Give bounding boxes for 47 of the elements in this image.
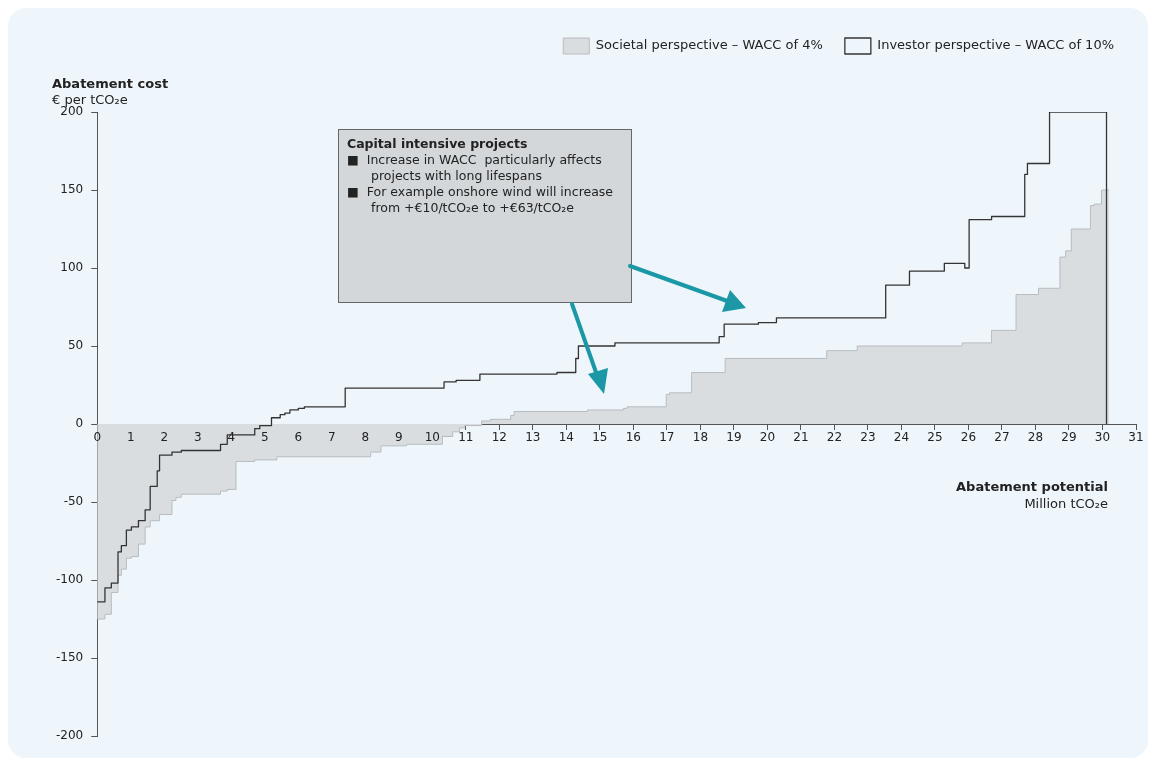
x-tick-label: 21 (793, 430, 809, 445)
x-tick-label: 14 (558, 430, 574, 445)
callout-box: Capital intensive projects ■ Increase in WACC particularly affects projects with long lifespans ■ For example onshore wind will increase from +€10/tCO₂e to +€63/tCO₂e (338, 129, 632, 303)
x-tick-label: 7 (327, 430, 336, 445)
legend-label: Investor perspective – WACC of 10% (877, 37, 1115, 53)
x-tick-label: 12 (491, 430, 507, 445)
x-tick-label: 16 (625, 430, 642, 445)
x-tick-label: 8 (361, 430, 370, 445)
x-tick-label: 13 (525, 430, 541, 445)
y-tick-label: -100 (56, 572, 84, 587)
x-tick-label: 9 (394, 430, 403, 445)
x-tick-label: 15 (592, 430, 608, 445)
y-tick-label: 100 (60, 260, 84, 275)
x-tick-label: 11 (458, 430, 474, 445)
x-tick-label: 20 (759, 430, 776, 445)
x-tick-label: 30 (1094, 430, 1111, 445)
x-tick-label: 29 (1061, 430, 1077, 445)
annotation: Capital intensive projects (347, 136, 529, 152)
x-tick-label: 22 (826, 430, 843, 445)
x-tick-label: 10 (424, 430, 440, 445)
y-axis-title: Abatement cost € per tCO₂e (52, 76, 169, 107)
x-tick-label: 3 (193, 430, 202, 445)
y-tick-label: 50 (67, 338, 84, 353)
x-tick-label: 27 (994, 430, 1010, 445)
x-tick-label: 28 (1027, 430, 1044, 445)
x-tick-label: 31 (1128, 430, 1144, 445)
legend-label: Societal perspective – WACC of 4% (595, 37, 823, 53)
y-tick-label: -150 (56, 650, 84, 665)
x-tick-label: 19 (726, 430, 742, 445)
x-tick-label: 0 (93, 430, 102, 445)
y-tick-label: -50 (63, 494, 84, 509)
x-tick-label: 24 (893, 430, 910, 445)
x-tick-label: 1 (126, 430, 135, 445)
x-tick-label: 26 (960, 430, 977, 445)
x-tick-label: 25 (927, 430, 943, 445)
y-tick-label: 150 (60, 182, 84, 197)
x-tick-label: 18 (692, 430, 709, 445)
y-tick-label: -200 (56, 728, 84, 743)
x-tick-label: 2 (160, 430, 169, 445)
x-tick-label: 6 (294, 430, 303, 445)
x-tick-label: 23 (860, 430, 876, 445)
annotation: ■ Increase in WACC particularly affects projects with long lifespans (347, 152, 603, 184)
y-tick-label: 0 (75, 416, 84, 431)
x-tick-label: 5 (260, 430, 269, 445)
x-axis-title: Abatement potential Million tCO₂e (956, 478, 1108, 512)
annotation: ■ For example onshore wind will increase from +€10/tCO₂e to +€63/tCO₂e (347, 184, 615, 216)
x-tick-label: 17 (659, 430, 675, 445)
